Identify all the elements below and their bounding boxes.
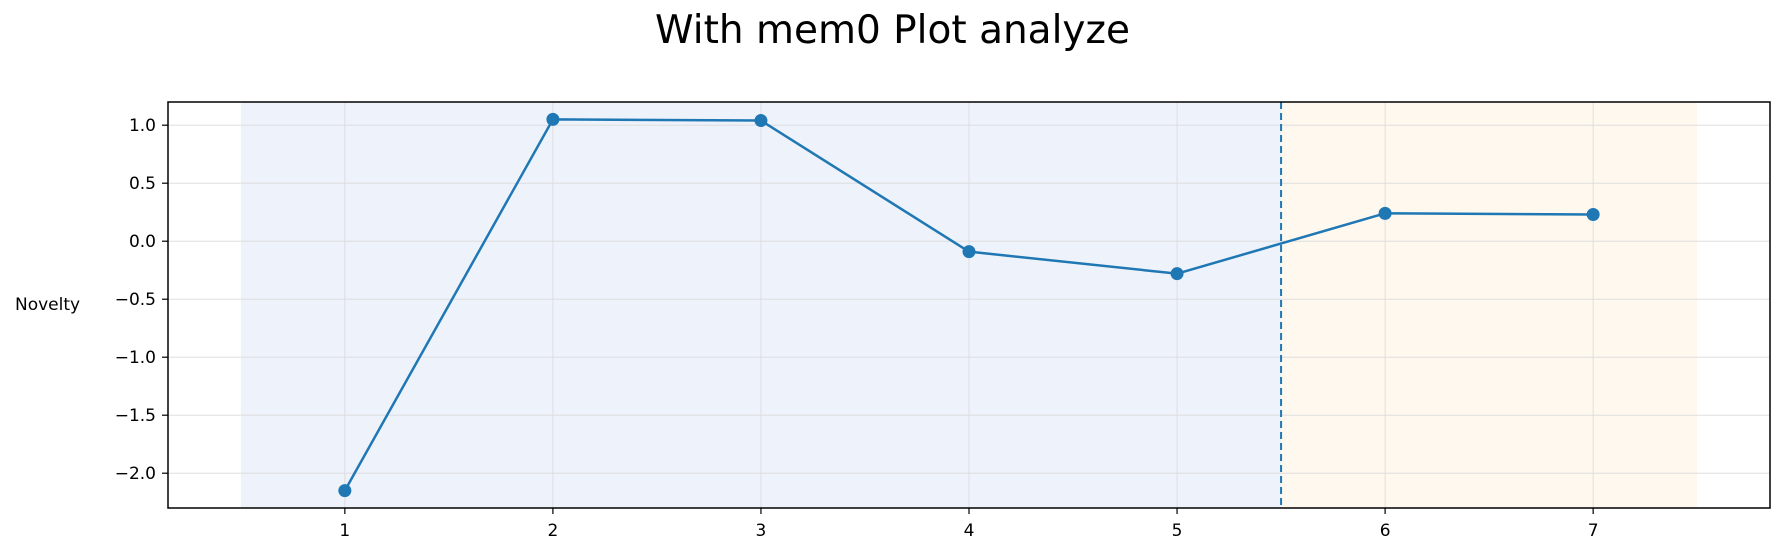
data-point-2 bbox=[546, 112, 560, 126]
x-tick-label: 7 bbox=[1588, 521, 1599, 541]
x-tick-label: 2 bbox=[547, 521, 558, 541]
y-tick-label: −1.5 bbox=[115, 406, 156, 426]
x-axis-ticks: 1 2 3 4 5 6 7 bbox=[339, 508, 1599, 541]
x-tick-label: 5 bbox=[1172, 521, 1183, 541]
y-tick-label: −1.0 bbox=[115, 348, 156, 368]
grid-lines bbox=[168, 102, 1770, 508]
x-tick-label: 6 bbox=[1380, 521, 1391, 541]
data-point-4 bbox=[962, 245, 976, 259]
data-point-6 bbox=[1378, 206, 1392, 220]
chart-title: With mem0 Plot analyze bbox=[655, 8, 1130, 53]
y-tick-label: −2.0 bbox=[115, 464, 156, 484]
data-point-5 bbox=[1170, 267, 1184, 281]
x-tick-label: 1 bbox=[339, 521, 350, 541]
data-point-1 bbox=[338, 484, 352, 498]
y-tick-label: 0.5 bbox=[129, 174, 156, 194]
series-layer bbox=[338, 112, 1600, 498]
x-tick-label: 4 bbox=[964, 521, 975, 541]
y-axis-label: Novelty bbox=[15, 295, 80, 315]
shaded-region-2 bbox=[1281, 102, 1698, 508]
y-tick-label: 0.0 bbox=[129, 232, 156, 252]
y-axis-ticks: 1.0 0.5 0.0 −0.5 −1.0 −1.5 −2.0 bbox=[115, 116, 168, 484]
data-point-3 bbox=[754, 114, 768, 128]
data-point-7 bbox=[1586, 208, 1600, 222]
y-tick-label: −0.5 bbox=[115, 290, 156, 310]
y-tick-label: 1.0 bbox=[129, 116, 156, 136]
x-tick-label: 3 bbox=[756, 521, 767, 541]
